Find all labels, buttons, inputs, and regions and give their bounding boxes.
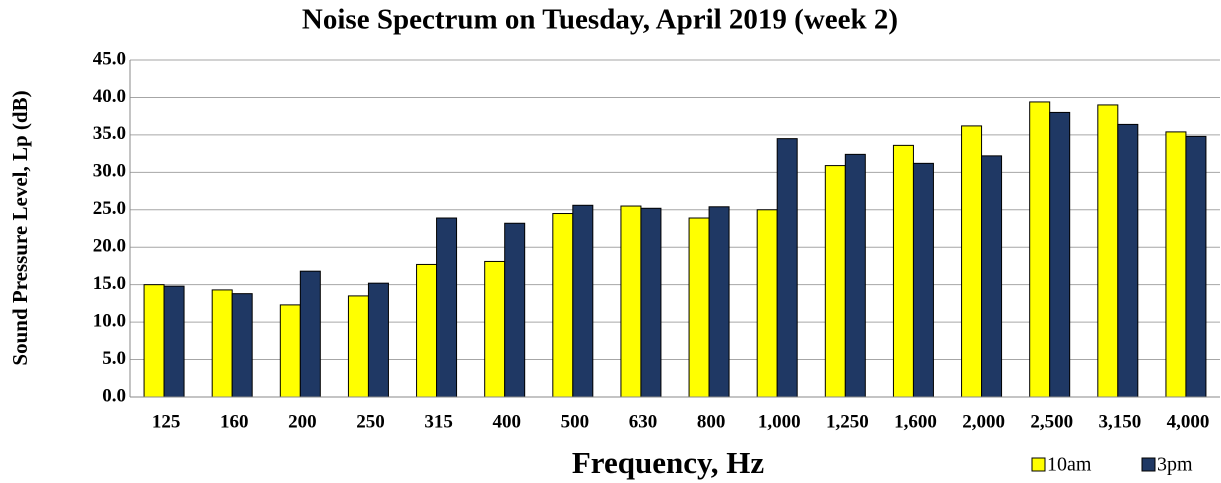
x-tick-label: 1,250 xyxy=(826,411,869,432)
x-tick-label: 315 xyxy=(424,411,453,432)
bar xyxy=(436,217,458,398)
x-tick-label: 800 xyxy=(697,411,726,432)
bar xyxy=(776,138,798,398)
legend-label: 3pm xyxy=(1157,454,1193,476)
bar xyxy=(912,162,934,398)
x-tick-label: 630 xyxy=(629,411,658,432)
bar xyxy=(824,165,846,398)
bar xyxy=(756,209,778,398)
x-tick-label: 3,150 xyxy=(1098,411,1141,432)
bar xyxy=(708,206,730,398)
bar xyxy=(961,125,983,398)
bar xyxy=(1049,111,1071,398)
y-tick-label: 15.0 xyxy=(93,273,126,294)
x-tick-label: 1,000 xyxy=(758,411,801,432)
bar xyxy=(484,260,506,398)
bar xyxy=(1097,104,1119,398)
y-tick-label: 30.0 xyxy=(93,161,126,182)
x-tick-label: 1,600 xyxy=(894,411,937,432)
x-tick-label: 160 xyxy=(220,411,249,432)
y-axis-label: Sound Pressure Level, Lp (dB) xyxy=(8,90,32,365)
bar xyxy=(1185,135,1207,398)
bar xyxy=(620,205,642,398)
bar xyxy=(299,270,321,398)
x-tick-label: 200 xyxy=(288,411,317,432)
bar xyxy=(1029,101,1051,398)
x-tick-label: 250 xyxy=(356,411,385,432)
y-tick-label: 5.0 xyxy=(102,348,126,369)
bar xyxy=(367,282,389,398)
bar xyxy=(1165,131,1187,398)
bar xyxy=(163,285,185,398)
bar xyxy=(1117,123,1139,398)
bar xyxy=(279,304,301,398)
x-tick-label: 4,000 xyxy=(1167,411,1210,432)
bar xyxy=(504,222,526,398)
x-tick-label: 125 xyxy=(152,411,181,432)
bar xyxy=(552,213,574,398)
y-tick-label: 35.0 xyxy=(93,123,126,144)
bar xyxy=(640,207,662,398)
bar xyxy=(347,295,369,398)
x-tick-label: 500 xyxy=(561,411,590,432)
bar xyxy=(981,155,1003,398)
bar xyxy=(416,263,438,398)
bar xyxy=(143,284,165,398)
y-tick-label: 40.0 xyxy=(93,86,126,107)
legend-label: 10am xyxy=(1047,454,1092,476)
bar xyxy=(844,153,866,398)
bar xyxy=(688,217,710,398)
y-tick-label: 45.0 xyxy=(93,48,126,69)
chart-title: Noise Spectrum on Tuesday, April 2019 (w… xyxy=(302,4,898,36)
legend-swatch xyxy=(1141,457,1156,472)
y-tick-label: 20.0 xyxy=(93,236,126,257)
y-tick-label: 10.0 xyxy=(93,310,126,331)
x-tick-label: 2,500 xyxy=(1030,411,1073,432)
bar xyxy=(892,144,914,398)
x-axis-label: Frequency, Hz xyxy=(572,445,765,480)
bar xyxy=(572,204,594,398)
y-tick-label: 0.0 xyxy=(102,385,126,406)
bar xyxy=(211,289,233,398)
x-tick-label: 2,000 xyxy=(962,411,1005,432)
bar xyxy=(231,293,253,398)
legend-swatch xyxy=(1031,457,1046,472)
x-tick-label: 400 xyxy=(492,411,521,432)
y-tick-label: 25.0 xyxy=(93,198,126,219)
